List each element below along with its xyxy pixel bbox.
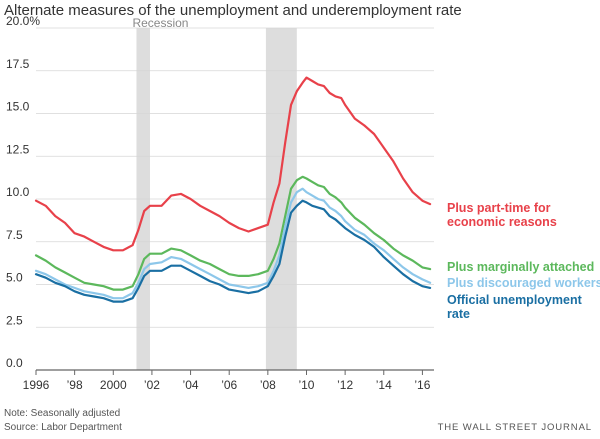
recession-label: Recession	[132, 16, 188, 30]
series-line-1	[34, 76, 432, 252]
y-tick-label: 0.0	[6, 356, 23, 370]
source-text: Source: Labor Department	[4, 422, 122, 433]
x-tick-label: ’98	[67, 378, 83, 392]
series-lines	[34, 76, 432, 303]
series-label-line: Plus discouraged workers	[447, 276, 600, 290]
x-tick-label: ’08	[260, 378, 276, 392]
x-tick-label: ’16	[414, 378, 430, 392]
y-tick-label: 5.0	[6, 271, 23, 285]
series-label-line: Plus marginally attached	[447, 260, 594, 274]
chart-title: Alternate measures of the unemployment a…	[4, 2, 462, 19]
recession-bands: Recession	[132, 16, 297, 370]
y-tick-label: 17.5	[6, 57, 30, 71]
x-tick-label: 1996	[23, 378, 50, 392]
x-tick-label: ’10	[298, 378, 314, 392]
x-tick-label: ’14	[376, 378, 392, 392]
x-tick-label: ’12	[337, 378, 353, 392]
series-line-4	[34, 199, 432, 303]
series-line-2	[34, 175, 432, 291]
x-axis: 1996 ’98 2000 ’02 ’04 ’06 ’08 ’10 ’12 ’14 ’16	[23, 370, 431, 392]
note-text: Note: Seasonally adjusted	[4, 408, 120, 419]
series-label-line: Plus part-time for	[447, 201, 551, 215]
series-label-1: Plus part-time for economic reasons	[447, 201, 557, 229]
series-labels: Plus part-time for economic reasons Plus m…	[447, 201, 600, 321]
y-tick-label: 7.5	[6, 228, 23, 242]
y-tick-label: 2.5	[6, 313, 23, 327]
y-tick-label: 15.0	[6, 100, 30, 114]
publisher-logo: THE WALL STREET JOURNAL	[438, 422, 592, 433]
series-label-line: economic reasons	[447, 215, 557, 229]
y-tick-label: 10.0	[6, 185, 30, 199]
gridlines	[36, 27, 434, 371]
x-tick-label: ’06	[221, 378, 237, 392]
series-line-3	[34, 187, 432, 300]
series-label-line: rate	[447, 307, 470, 321]
series-label-3: Plus discouraged workers	[447, 276, 600, 290]
x-tick-label: ’04	[183, 378, 199, 392]
y-axis: 0.0 2.5 5.0 7.5 10.0 12.5 15.0 17.5 20.0%	[6, 14, 40, 370]
series-label-4: Official unemployment rate	[447, 293, 583, 321]
series-label-line: Official unemployment	[447, 293, 583, 307]
x-tick-label: 2000	[100, 378, 127, 392]
y-tick-label: 20.0%	[6, 14, 40, 28]
y-tick-label: 12.5	[6, 142, 30, 156]
series-label-2: Plus marginally attached	[447, 260, 594, 274]
x-tick-label: ’02	[144, 378, 160, 392]
